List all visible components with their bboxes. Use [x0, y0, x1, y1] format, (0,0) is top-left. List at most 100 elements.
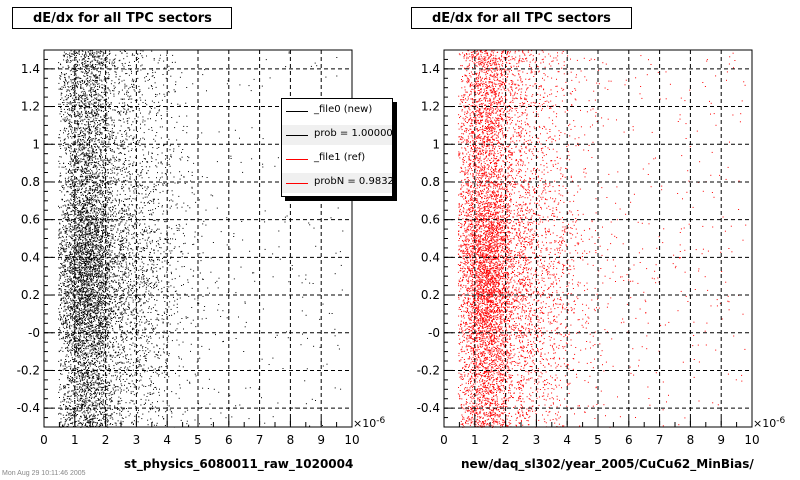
scatter-point	[62, 185, 64, 186]
scatter-point	[117, 362, 119, 364]
scatter-point	[104, 264, 106, 266]
scatter-point	[90, 178, 92, 180]
scatter-point	[76, 52, 78, 54]
scatter-point	[153, 261, 155, 263]
scatter-point	[85, 70, 86, 72]
scatter-point	[92, 149, 94, 151]
scatter-point	[92, 250, 94, 252]
scatter-point	[101, 297, 103, 299]
scatter-point	[73, 296, 75, 298]
scatter-point	[107, 123, 109, 125]
scatter-point	[58, 252, 60, 254]
scatter-point	[69, 284, 71, 285]
scatter-point	[166, 233, 167, 235]
scatter-point	[102, 258, 104, 260]
scatter-point	[80, 203, 82, 205]
scatter-point	[194, 236, 196, 238]
scatter-point	[100, 166, 102, 168]
scatter-point	[101, 388, 103, 390]
scatter-point	[65, 385, 66, 387]
scatter-point	[79, 80, 81, 82]
scatter-point	[88, 156, 90, 158]
scatter-point	[176, 207, 178, 209]
scatter-point	[106, 425, 108, 427]
scatter-point	[145, 321, 147, 323]
scatter-point	[97, 146, 99, 148]
scatter-point	[97, 327, 99, 329]
scatter-point	[92, 240, 94, 241]
scatter-point	[78, 309, 80, 311]
scatter-point	[71, 88, 73, 89]
scatter-point	[95, 76, 97, 78]
scatter-point	[72, 240, 74, 242]
scatter-point	[92, 316, 94, 318]
scatter-point	[140, 337, 142, 339]
scatter-point	[105, 295, 107, 297]
scatter-point	[89, 200, 90, 202]
scatter-point	[75, 328, 77, 330]
scatter-point	[189, 382, 191, 384]
scatter-point	[96, 126, 98, 128]
scatter-point	[126, 358, 127, 360]
scatter-point	[111, 170, 113, 172]
scatter-point	[142, 278, 144, 280]
scatter-point	[87, 252, 88, 254]
scatter-point	[101, 273, 103, 275]
scatter-point	[76, 177, 77, 178]
scatter-point	[59, 311, 61, 313]
scatter-point	[79, 258, 81, 259]
scatter-point	[103, 213, 105, 215]
scatter-point	[86, 333, 88, 335]
scatter-point	[147, 342, 149, 344]
scatter-point	[152, 147, 154, 149]
scatter-point	[101, 285, 103, 287]
scatter-point	[76, 347, 78, 349]
scatter-point	[77, 298, 79, 300]
scatter-point	[102, 245, 103, 247]
scatter-point	[84, 283, 86, 285]
scatter-point	[92, 279, 94, 281]
scatter-point	[62, 320, 64, 322]
scatter-point	[95, 245, 96, 247]
scatter-point	[60, 304, 61, 306]
scatter-point	[60, 263, 62, 264]
scatter-point	[101, 394, 103, 396]
scatter-point	[101, 212, 103, 214]
scatter-point	[100, 149, 102, 151]
scatter-point	[93, 377, 95, 379]
scatter-point	[92, 223, 94, 225]
scatter-point	[110, 92, 112, 94]
scatter-point	[113, 289, 115, 291]
scatter-point	[108, 253, 109, 255]
scatter-point	[80, 349, 82, 351]
scatter-point	[69, 276, 71, 278]
scatter-point	[81, 296, 83, 298]
scatter-point	[83, 382, 84, 384]
scatter-point	[69, 164, 71, 165]
scatter-point	[109, 303, 110, 305]
scatter-point	[113, 275, 115, 277]
scatter-point	[148, 411, 150, 413]
scatter-point	[113, 176, 115, 178]
scatter-point	[88, 262, 90, 264]
scatter-point	[93, 162, 95, 163]
scatter-point	[108, 285, 110, 287]
scatter-point	[79, 242, 81, 243]
scatter-point	[90, 253, 92, 254]
scatter-point	[101, 424, 103, 426]
scatter-point	[110, 187, 112, 188]
scatter-point	[95, 326, 97, 327]
scatter-point	[108, 281, 110, 283]
scatter-point	[59, 253, 61, 255]
scatter-point	[91, 110, 93, 112]
scatter-point	[102, 296, 103, 298]
scatter-point	[83, 136, 84, 138]
scatter-point	[97, 234, 99, 236]
scatter-point	[84, 300, 86, 302]
scatter-point	[89, 344, 91, 346]
scatter-point	[141, 166, 143, 167]
scatter-point	[69, 409, 71, 411]
scatter-point	[99, 156, 101, 158]
scatter-point	[83, 414, 85, 416]
scatter-point	[115, 276, 117, 277]
